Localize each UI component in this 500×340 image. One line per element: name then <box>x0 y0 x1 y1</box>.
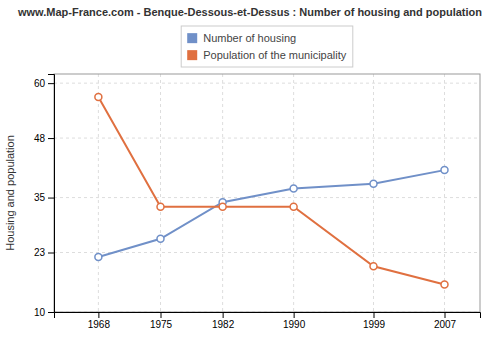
series-line <box>98 97 444 285</box>
point <box>219 203 226 210</box>
point <box>95 254 102 261</box>
grid <box>54 74 480 312</box>
tick-label: 1975 <box>150 319 173 330</box>
grid-line <box>54 197 480 198</box>
chart: 1968 1975 1982 1990 1999 2007 10 23 35 48 60 www.Ma… <box>0 0 500 340</box>
grid-line <box>222 74 223 312</box>
legend-label: Number of housing <box>203 32 296 44</box>
tick-label: 23 <box>34 247 46 258</box>
grid-line <box>373 74 374 312</box>
point <box>441 167 448 174</box>
legend-item: Population of the municipality <box>187 49 347 61</box>
tick: 23 <box>34 247 54 258</box>
point <box>157 203 164 210</box>
tick: 48 <box>34 133 54 144</box>
tick-mark <box>161 312 162 318</box>
point <box>370 263 377 270</box>
tick-label: 1990 <box>283 319 306 330</box>
y-axis: 10 23 35 48 60 <box>34 75 55 318</box>
tick: 1982 <box>212 312 235 330</box>
grid-line <box>293 74 294 312</box>
point <box>157 235 164 242</box>
grid-line <box>444 74 445 312</box>
axis-line <box>55 313 481 319</box>
tick-label: 60 <box>34 78 46 89</box>
y-axis-title: Housing and population <box>4 135 16 251</box>
tick-mark <box>98 312 99 318</box>
grid-line <box>160 74 161 312</box>
tick: 2007 <box>434 312 457 330</box>
tick: 1975 <box>150 312 173 330</box>
tick-label: 1982 <box>212 319 235 330</box>
grid-line <box>54 138 480 139</box>
tick: 10 <box>34 307 54 318</box>
tick: 1999 <box>363 312 386 330</box>
tick: 1990 <box>283 312 306 330</box>
tick-mark <box>48 138 54 139</box>
grid-line <box>54 83 480 84</box>
tick-mark <box>374 312 375 318</box>
legend-box <box>181 26 353 67</box>
legend-swatch <box>187 50 197 60</box>
tick: 35 <box>34 192 54 203</box>
point <box>370 180 377 187</box>
tick-label: 1968 <box>88 319 111 330</box>
tick: 60 <box>34 78 54 89</box>
point <box>95 93 102 100</box>
x-axis: 1968 1975 1982 1990 1999 2007 <box>55 312 481 330</box>
legend-label: Population of the municipality <box>203 49 347 61</box>
point <box>290 185 297 192</box>
tick-label: 10 <box>34 307 46 318</box>
legend-item: Number of housing <box>187 32 296 44</box>
tick-mark <box>445 312 446 318</box>
legend-swatch <box>187 33 197 43</box>
series-line <box>98 170 444 257</box>
tick-mark <box>48 198 54 199</box>
plot-area: 1968 1975 1982 1990 1999 2007 10 23 35 48 60 <box>34 74 481 330</box>
tick-mark <box>294 312 295 318</box>
grid-line <box>98 74 99 312</box>
series-group <box>95 93 448 288</box>
tick-label: 48 <box>34 133 46 144</box>
legend: Number of housing Population of the munic… <box>181 26 353 67</box>
tick: 1968 <box>88 312 111 330</box>
tick-mark <box>48 253 54 254</box>
point <box>290 203 297 210</box>
tick-label: 35 <box>34 192 46 203</box>
tick-mark <box>48 312 54 313</box>
point <box>441 281 448 288</box>
title: www.Map-France.com - Benque-Dessous-et-D… <box>17 6 482 18</box>
tick-label: 2007 <box>434 319 457 330</box>
tick-mark <box>48 83 54 84</box>
axis-line <box>48 75 55 313</box>
tick-label: 1999 <box>363 319 386 330</box>
tick-mark <box>223 312 224 318</box>
plot-frame <box>54 74 480 312</box>
